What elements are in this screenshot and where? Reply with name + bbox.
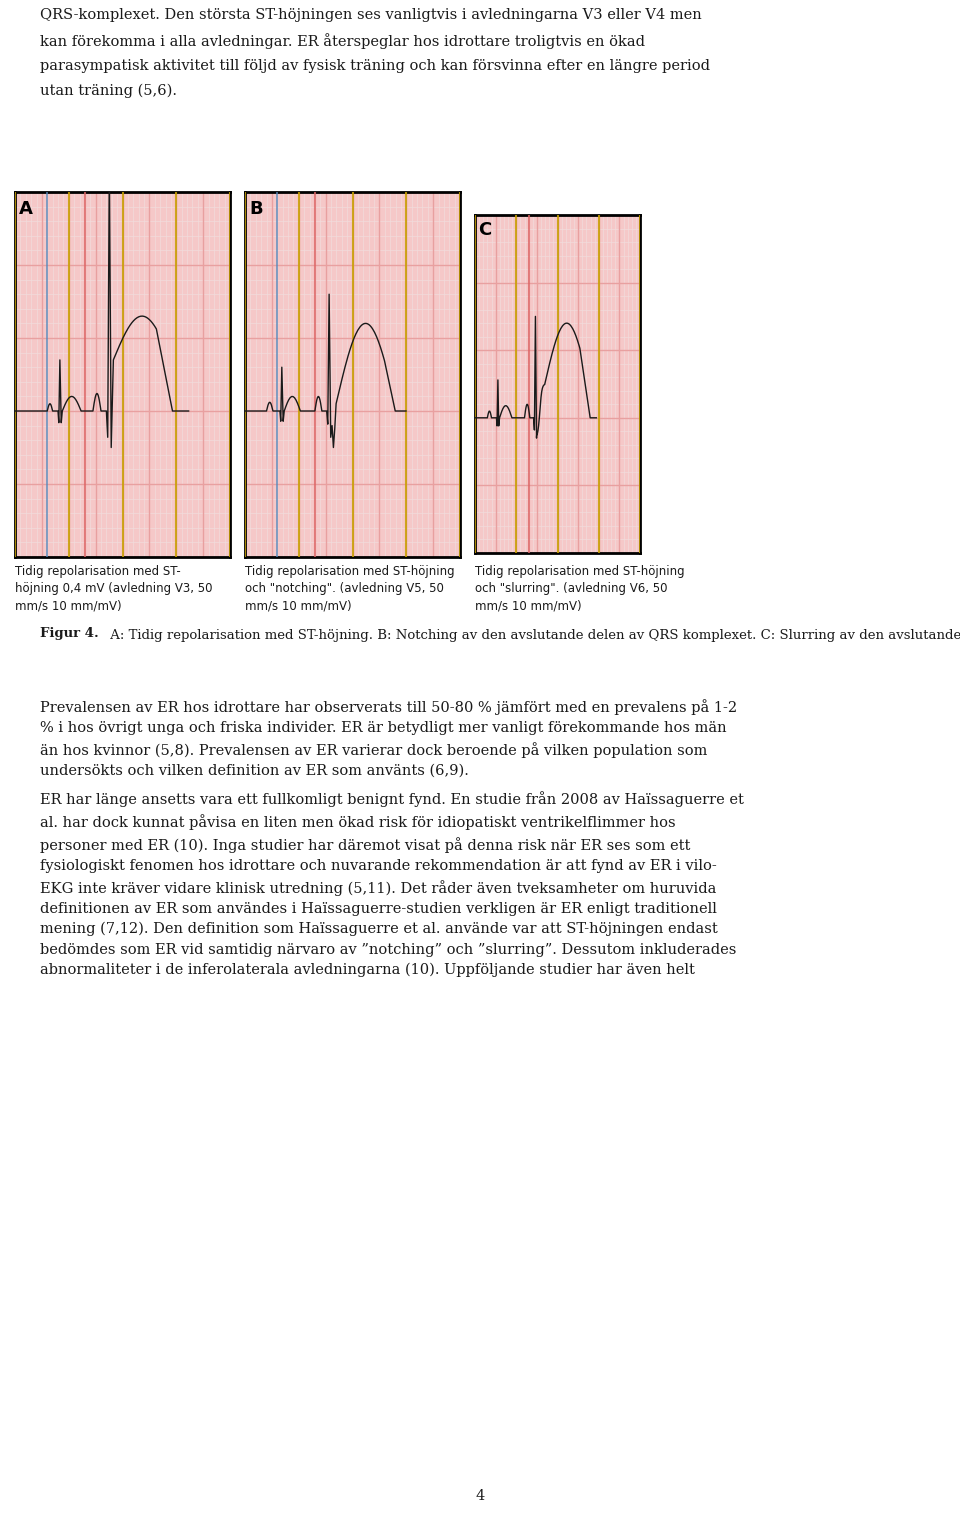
- Text: ER har länge ansetts vara ett fullkomligt benignt fynd. En studie från 2008 av H: ER har länge ansetts vara ett fullkomlig…: [40, 791, 744, 976]
- Text: Tidig repolarisation med ST-höjning
och "slurring". (avledning V6, 50
mm/s 10 mm: Tidig repolarisation med ST-höjning och …: [475, 564, 684, 611]
- Text: Tidig repolarisation med ST-
höjning 0,4 mV (avledning V3, 50
mm/s 10 mm/mV): Tidig repolarisation med ST- höjning 0,4…: [15, 564, 212, 611]
- Text: A: A: [19, 199, 34, 218]
- Text: Prevalensen av ER hos idrottare har observerats till 50-80 % jämfört med en prev: Prevalensen av ER hos idrottare har obse…: [40, 700, 737, 777]
- Text: QRS-komplexet. Den största ST-höjningen ses vanligtvis i avledningarna V3 eller : QRS-komplexet. Den största ST-höjningen …: [40, 8, 710, 97]
- Text: 4: 4: [475, 1489, 485, 1503]
- Text: B: B: [250, 199, 263, 218]
- Text: Tidig repolarisation med ST-höjning
och "notching". (avledning V5, 50
mm/s 10 mm: Tidig repolarisation med ST-höjning och …: [245, 564, 455, 611]
- Text: C: C: [478, 221, 492, 239]
- Text: A: Tidig repolarisation med ST-höjning. B: Notching av den avslutande delen av Q: A: Tidig repolarisation med ST-höjning. …: [106, 627, 960, 642]
- Text: Figur 4.: Figur 4.: [40, 627, 99, 640]
